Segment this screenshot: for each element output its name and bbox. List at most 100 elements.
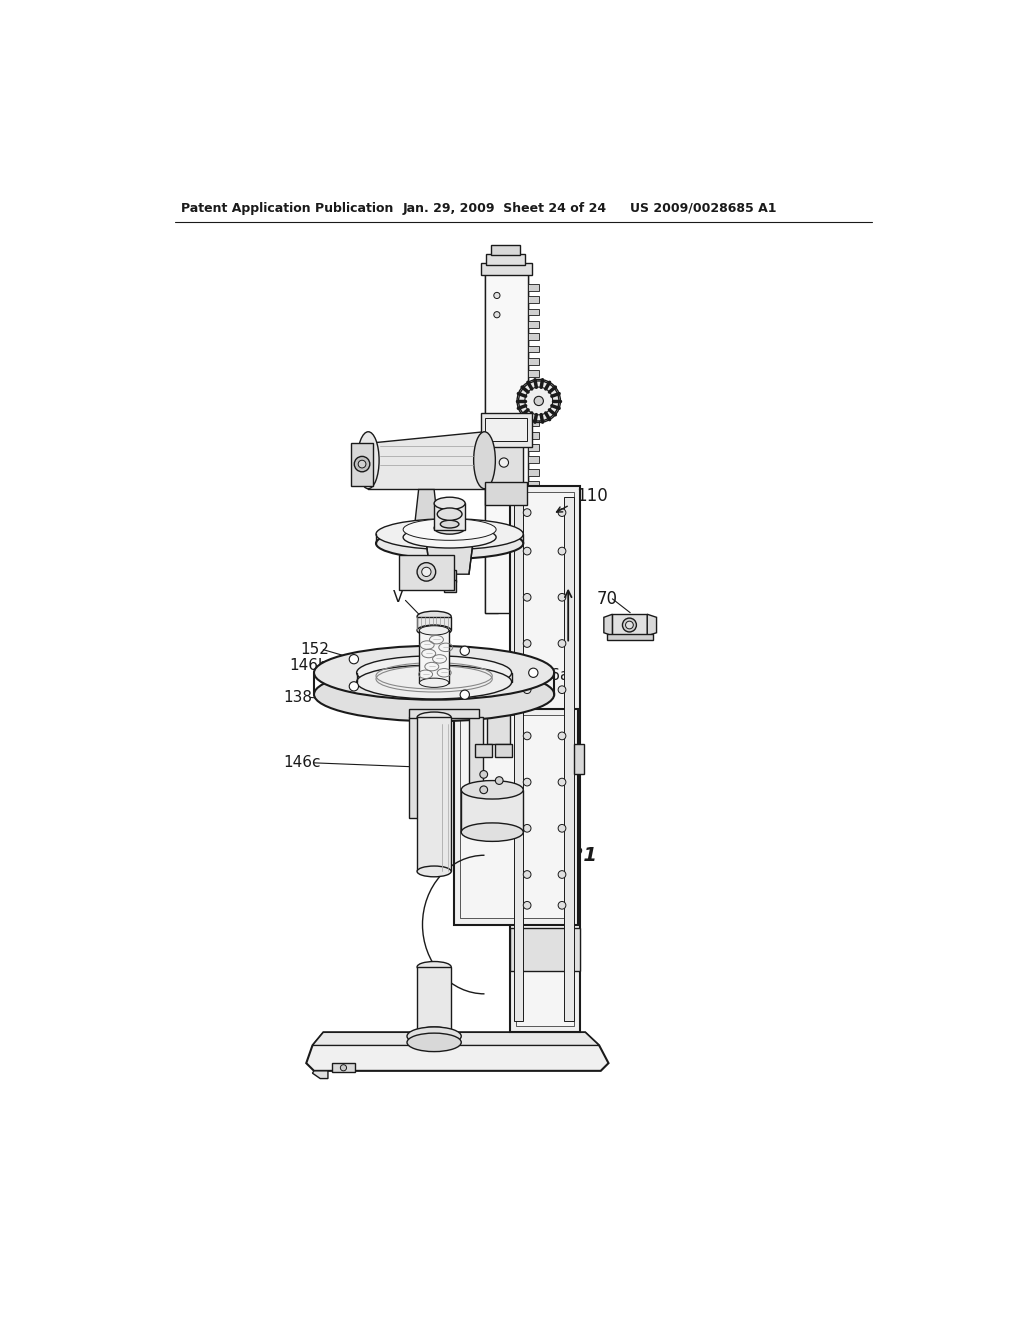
Polygon shape xyxy=(306,1032,608,1071)
Bar xyxy=(480,263,531,276)
Bar xyxy=(528,420,539,426)
Circle shape xyxy=(558,594,566,601)
Circle shape xyxy=(558,779,566,785)
Bar xyxy=(528,554,539,562)
Ellipse shape xyxy=(407,1027,461,1045)
Circle shape xyxy=(500,458,509,467)
Ellipse shape xyxy=(417,961,452,973)
Text: 146b: 146b xyxy=(289,657,328,673)
Circle shape xyxy=(558,640,566,647)
Bar xyxy=(486,697,510,743)
Bar xyxy=(528,591,539,599)
Bar xyxy=(351,444,373,486)
Circle shape xyxy=(494,312,500,318)
Ellipse shape xyxy=(376,519,523,549)
Bar xyxy=(528,358,539,364)
Bar xyxy=(460,715,571,919)
Bar xyxy=(469,718,483,817)
Ellipse shape xyxy=(434,498,465,510)
Polygon shape xyxy=(369,432,484,490)
Bar xyxy=(528,531,539,537)
Bar xyxy=(528,296,539,304)
Ellipse shape xyxy=(314,668,554,721)
Bar xyxy=(528,469,539,475)
Circle shape xyxy=(528,668,538,677)
Bar xyxy=(574,743,584,775)
Ellipse shape xyxy=(420,678,449,688)
Bar xyxy=(444,570,456,582)
Bar xyxy=(510,486,580,1032)
Ellipse shape xyxy=(461,780,523,799)
Bar xyxy=(444,581,456,591)
Text: V: V xyxy=(393,590,403,605)
Bar xyxy=(510,928,580,970)
Text: 152: 152 xyxy=(300,642,329,657)
Circle shape xyxy=(558,871,566,878)
Circle shape xyxy=(523,825,531,832)
Bar xyxy=(484,418,527,441)
Bar xyxy=(528,568,539,574)
Bar xyxy=(332,1063,355,1072)
Circle shape xyxy=(523,508,531,516)
Polygon shape xyxy=(312,1032,599,1045)
Bar xyxy=(410,709,479,718)
Circle shape xyxy=(417,562,435,581)
Polygon shape xyxy=(415,490,438,524)
Bar xyxy=(486,253,524,264)
Circle shape xyxy=(349,655,358,664)
Polygon shape xyxy=(647,614,656,636)
Ellipse shape xyxy=(437,508,462,520)
Circle shape xyxy=(523,594,531,601)
Circle shape xyxy=(558,686,566,693)
Circle shape xyxy=(460,647,469,656)
Polygon shape xyxy=(484,436,523,490)
Ellipse shape xyxy=(403,519,496,540)
Circle shape xyxy=(422,568,431,577)
Ellipse shape xyxy=(357,432,379,488)
Bar xyxy=(484,272,528,612)
Ellipse shape xyxy=(417,711,452,723)
Ellipse shape xyxy=(314,645,554,700)
Bar xyxy=(528,480,539,488)
Circle shape xyxy=(558,825,566,832)
Bar xyxy=(528,494,539,500)
Ellipse shape xyxy=(403,527,496,548)
Bar xyxy=(420,631,449,682)
Ellipse shape xyxy=(417,866,452,876)
Bar xyxy=(528,321,539,327)
Ellipse shape xyxy=(420,626,449,635)
Circle shape xyxy=(558,733,566,739)
Bar xyxy=(515,492,573,1026)
Circle shape xyxy=(523,640,531,647)
Circle shape xyxy=(623,618,636,632)
Ellipse shape xyxy=(407,1034,461,1052)
Bar xyxy=(490,246,520,256)
Circle shape xyxy=(349,681,358,690)
Bar xyxy=(484,272,528,612)
Circle shape xyxy=(523,733,531,739)
Circle shape xyxy=(496,776,503,784)
Bar xyxy=(528,579,539,586)
Circle shape xyxy=(340,1065,346,1071)
Text: Jan. 29, 2009  Sheet 24 of 24: Jan. 29, 2009 Sheet 24 of 24 xyxy=(403,202,607,215)
Bar xyxy=(528,284,539,290)
Bar xyxy=(454,709,578,924)
Bar xyxy=(484,482,527,506)
Polygon shape xyxy=(312,1071,328,1078)
Bar xyxy=(417,616,452,631)
Text: Patent Application Publication: Patent Application Publication xyxy=(180,202,393,215)
Circle shape xyxy=(523,686,531,693)
Text: 110: 110 xyxy=(575,487,607,504)
Circle shape xyxy=(523,902,531,909)
Bar xyxy=(528,506,539,512)
Bar xyxy=(528,395,539,401)
Bar xyxy=(484,272,499,612)
Bar xyxy=(417,966,452,1032)
Bar xyxy=(528,346,539,352)
Circle shape xyxy=(558,548,566,554)
Bar xyxy=(528,383,539,389)
Circle shape xyxy=(558,902,566,909)
Polygon shape xyxy=(604,614,612,636)
Ellipse shape xyxy=(417,1027,452,1038)
Bar xyxy=(528,407,539,414)
